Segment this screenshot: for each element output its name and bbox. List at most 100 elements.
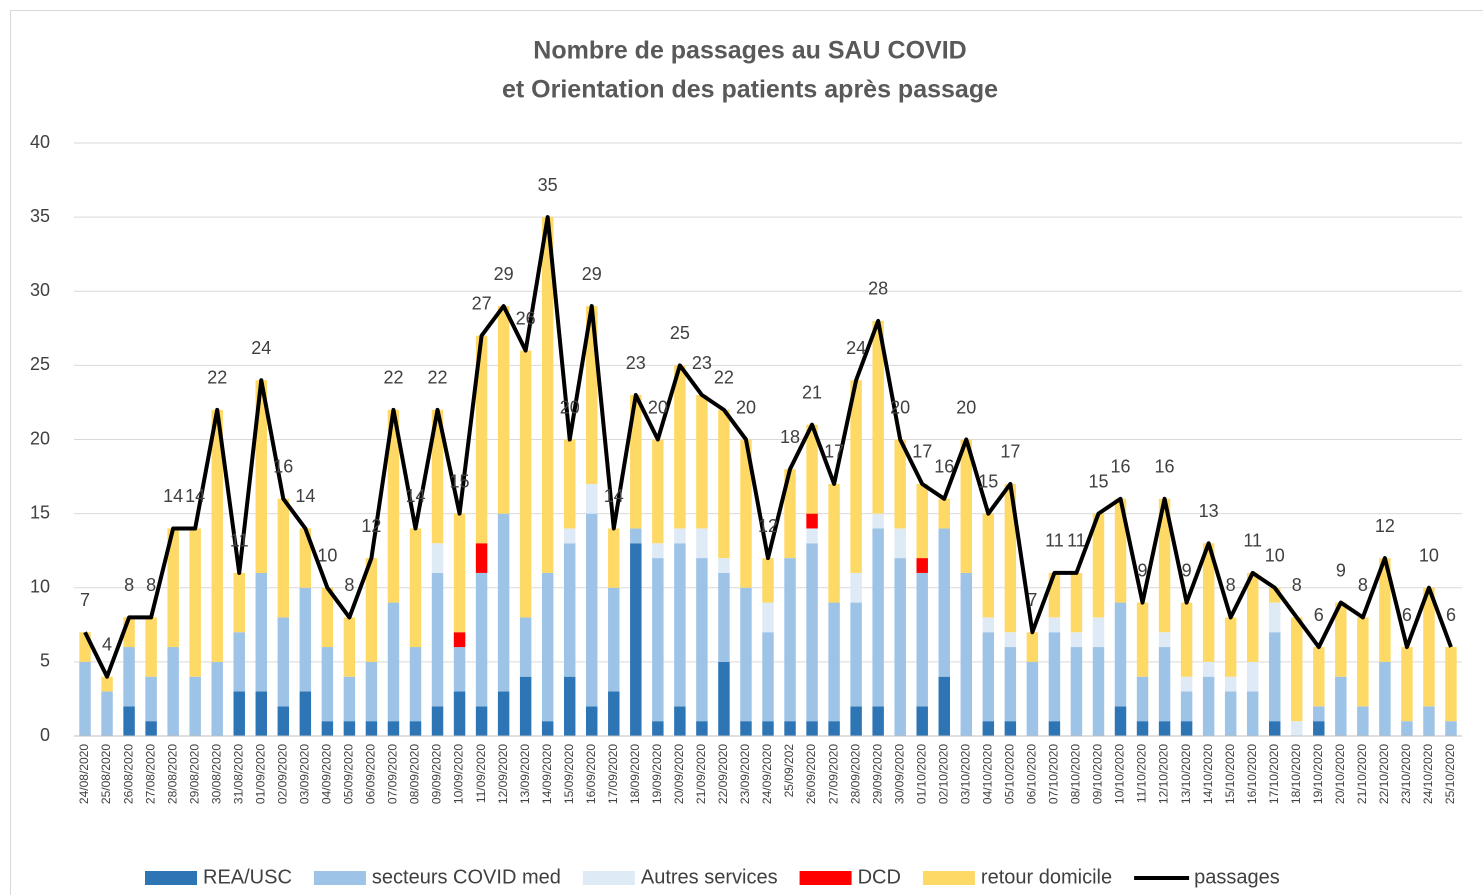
data-label: 12 (361, 516, 381, 536)
data-label: 18 (780, 427, 800, 447)
bar-segment (1224, 617, 1237, 677)
bar-segment (828, 721, 840, 736)
data-label: 28 (868, 279, 888, 299)
bar-segment (1246, 691, 1259, 736)
bar-segment (1269, 721, 1281, 736)
x-tick-label: 02/09/2020 (275, 744, 289, 804)
bar-segment (1313, 721, 1325, 736)
bar-segment (1357, 706, 1369, 736)
data-label: 21 (802, 382, 822, 402)
bar-segment (1070, 632, 1083, 648)
x-tick-label: 03/10/2020 (958, 744, 972, 804)
bar-segment (1224, 676, 1237, 692)
bar-segment (409, 647, 422, 722)
x-tick-label: 19/10/2020 (1311, 744, 1325, 804)
x-tick-label: 26/08/2020 (121, 744, 135, 804)
bar-segment (1180, 676, 1193, 692)
y-tick-label: 20 (30, 428, 50, 448)
bar-segment (608, 691, 620, 736)
x-tick-label: 08/09/2020 (408, 744, 422, 804)
bar-segment (718, 409, 730, 559)
data-label: 16 (1110, 457, 1130, 477)
data-label: 11 (1045, 531, 1064, 551)
x-tick-label: 18/10/2020 (1289, 744, 1303, 804)
bar-segment (1180, 602, 1193, 677)
bar-segment (167, 528, 179, 648)
bar-segment (696, 395, 708, 529)
data-label: 12 (758, 516, 778, 536)
x-tick-label: 30/08/2020 (209, 744, 223, 804)
x-tick-label: 09/10/2020 (1091, 744, 1105, 804)
bar-segment (872, 706, 884, 736)
bar-segment (586, 513, 598, 707)
x-tick-label: 24/09/2020 (760, 744, 774, 804)
y-tick-label: 5 (40, 651, 50, 671)
bar-segment (431, 543, 444, 573)
x-tick-label: 16/09/2020 (584, 744, 598, 804)
x-tick-label: 19/09/2020 (650, 744, 664, 804)
y-tick-label: 35 (30, 206, 50, 226)
bar-segment (938, 676, 950, 736)
bar-segment (409, 721, 422, 736)
bar-segment (1269, 632, 1281, 722)
bar-segment (255, 572, 267, 692)
bar-segment (630, 528, 642, 544)
bar-segment (872, 513, 884, 529)
bar-segment (101, 676, 113, 692)
data-label: 8 (146, 575, 156, 595)
bar-segment (497, 691, 510, 736)
x-tick-label: 25/10/2020 (1443, 744, 1457, 804)
bar-segment (982, 513, 995, 618)
data-label: 6 (1402, 605, 1412, 625)
line (83, 215, 1453, 679)
data-label: 14 (405, 486, 425, 506)
bar-segment (982, 617, 995, 633)
bar-segment (145, 676, 157, 722)
data-label: 14 (163, 486, 183, 506)
legend-swatch (922, 871, 975, 885)
bar-segment (343, 617, 356, 677)
bar-segment (674, 528, 686, 544)
x-tick-label: 07/10/2020 (1047, 744, 1061, 804)
bar-segment (1026, 632, 1039, 662)
bar-segment (762, 558, 774, 603)
data-label: 15 (978, 471, 998, 491)
bar-segment (1423, 587, 1435, 707)
x-tick-label: 04/10/2020 (980, 744, 994, 804)
x-tick-label: 11/10/2020 (1135, 744, 1149, 803)
bar-segment (233, 572, 245, 633)
bar-segment (982, 721, 995, 736)
data-label: 8 (1226, 575, 1236, 595)
x-tick-label: 13/10/2020 (1179, 744, 1193, 804)
legend-swatch (313, 871, 366, 885)
bar-segment (740, 587, 752, 722)
bar-segment (652, 558, 664, 722)
bar-segment (696, 721, 708, 736)
data-label: 10 (1265, 546, 1285, 566)
bar-segment (1401, 647, 1413, 722)
bar-segment (321, 587, 334, 648)
bar-segment (784, 558, 796, 722)
data-label: 20 (648, 397, 668, 417)
x-tick-label: 14/10/2020 (1201, 744, 1215, 804)
data-label: 11 (1067, 531, 1086, 551)
bar-segment (894, 528, 906, 559)
bar-segment (211, 409, 223, 662)
x-tick-label: 21/09/2020 (694, 744, 708, 804)
bar-segment (806, 424, 818, 514)
x-tick-label: 15/10/2020 (1223, 744, 1237, 804)
bar-segment (1202, 661, 1215, 677)
bar-segment (255, 691, 267, 736)
data-label: 8 (344, 575, 354, 595)
bar-segment (872, 320, 884, 514)
bar-segment (696, 558, 708, 722)
bar-segment (1026, 661, 1039, 736)
x-tick-label: 06/10/2020 (1025, 744, 1039, 804)
bar-segment (1246, 572, 1259, 662)
x-tick-label: 03/09/2020 (298, 744, 312, 804)
bar-segment (1291, 617, 1303, 722)
bar-segment (475, 572, 488, 707)
data-label: 22 (714, 368, 734, 388)
y-tick-label: 15 (30, 502, 50, 522)
